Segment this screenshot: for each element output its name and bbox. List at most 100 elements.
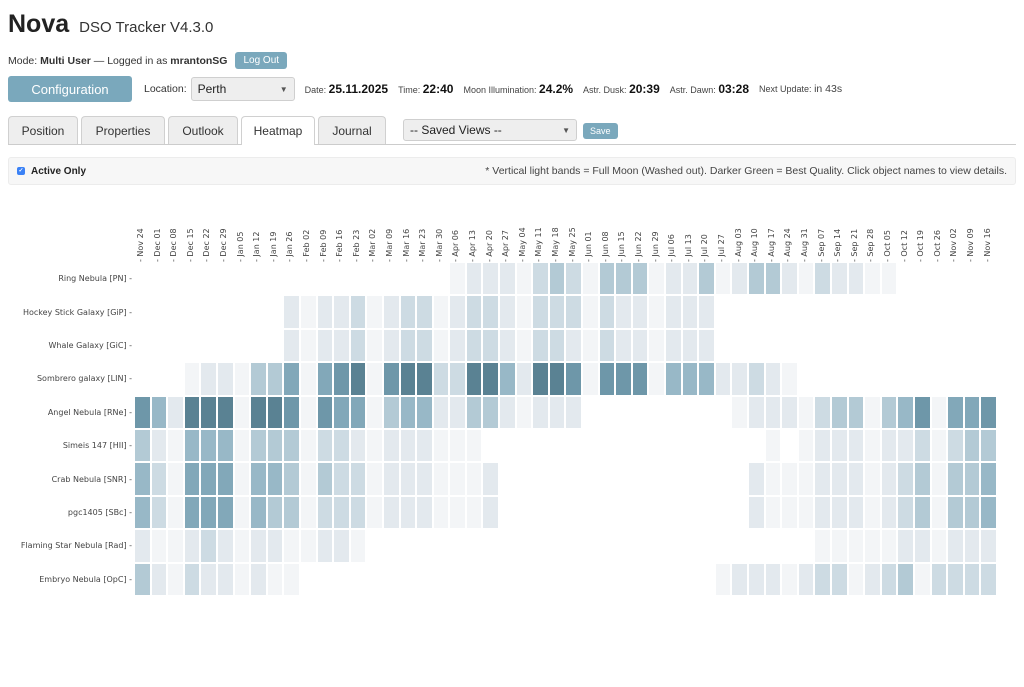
heatmap-cell[interactable] (598, 462, 616, 496)
heatmap-cell[interactable] (781, 428, 798, 463)
heatmap-cell[interactable] (266, 262, 284, 296)
heatmap-cell[interactable] (963, 462, 981, 496)
heatmap-cell[interactable] (233, 295, 251, 329)
heatmap-cell[interactable] (698, 295, 715, 329)
heatmap-cell[interactable] (465, 529, 483, 563)
heatmap-cell[interactable] (781, 362, 798, 396)
heatmap-cell[interactable] (200, 295, 217, 329)
heatmap-cell[interactable] (830, 495, 848, 530)
heatmap-cell[interactable] (731, 462, 748, 496)
heatmap-cell[interactable] (266, 328, 284, 363)
heatmap-cell[interactable] (830, 462, 848, 496)
heatmap-cell[interactable] (980, 495, 997, 530)
active-only-toggle[interactable]: ✓ Active Only (17, 166, 86, 177)
heatmap-cell[interactable] (814, 529, 831, 563)
heatmap-cell[interactable] (598, 428, 616, 463)
heatmap-cell[interactable] (880, 262, 898, 296)
heatmap-cell[interactable] (747, 462, 765, 496)
heatmap-cell[interactable] (266, 362, 284, 396)
heatmap-cell[interactable] (432, 295, 450, 329)
heatmap-cell[interactable] (681, 362, 699, 396)
heatmap-cell[interactable] (266, 562, 284, 596)
heatmap-cell[interactable] (598, 262, 616, 296)
heatmap-cell[interactable] (250, 562, 267, 596)
heatmap-cell[interactable] (714, 495, 732, 530)
logout-button[interactable]: Log Out (235, 52, 288, 69)
heatmap-cell[interactable] (615, 562, 632, 596)
heatmap-cell[interactable] (316, 395, 334, 429)
heatmap-cell[interactable] (864, 495, 881, 530)
heatmap-cell[interactable] (499, 395, 516, 429)
heatmap-cell[interactable] (814, 295, 831, 329)
heatmap-cell[interactable] (416, 295, 433, 329)
heatmap-cell[interactable] (615, 395, 632, 429)
heatmap-cell[interactable] (913, 295, 931, 329)
heatmap-cell[interactable] (665, 328, 682, 363)
heatmap-cell[interactable] (515, 462, 533, 496)
heatmap-cell[interactable] (582, 428, 599, 463)
heatmap-cell[interactable] (366, 262, 383, 296)
heatmap-cell[interactable] (864, 362, 881, 396)
heatmap-cell[interactable] (847, 395, 865, 429)
configuration-button[interactable]: Configuration (8, 76, 132, 102)
heatmap-cell[interactable] (681, 529, 699, 563)
heatmap-cell[interactable] (665, 395, 682, 429)
heatmap-cell[interactable] (250, 362, 267, 396)
heatmap-cell[interactable] (648, 295, 665, 329)
heatmap-cell[interactable] (449, 362, 466, 396)
heatmap-cell[interactable] (947, 495, 964, 530)
heatmap-cell[interactable] (913, 328, 931, 363)
heatmap-cell[interactable] (316, 462, 334, 496)
heatmap-cell[interactable] (615, 262, 632, 296)
heatmap-cell[interactable] (382, 395, 400, 429)
heatmap-cell[interactable] (167, 462, 184, 496)
heatmap-cell[interactable] (482, 428, 500, 463)
heatmap-cell[interactable] (980, 462, 997, 496)
heatmap-cell[interactable] (382, 529, 400, 563)
heatmap-cell[interactable] (233, 462, 251, 496)
heatmap-cell[interactable] (134, 262, 151, 296)
heatmap-cell[interactable] (598, 529, 616, 563)
heatmap-cell[interactable] (814, 428, 831, 463)
heatmap-cell[interactable] (482, 462, 500, 496)
heatmap-cell[interactable] (847, 295, 865, 329)
heatmap-cell[interactable] (515, 562, 533, 596)
heatmap-cell[interactable] (980, 395, 997, 429)
heatmap-cell[interactable] (465, 462, 483, 496)
heatmap-cell[interactable] (299, 362, 317, 396)
heatmap-cell[interactable] (714, 262, 732, 296)
heatmap-cell[interactable] (167, 328, 184, 363)
heatmap-cell[interactable] (432, 529, 450, 563)
heatmap-cell[interactable] (366, 395, 383, 429)
heatmap-cell[interactable] (200, 428, 217, 463)
heatmap-cell[interactable] (399, 262, 417, 296)
heatmap-cell[interactable] (316, 428, 334, 463)
heatmap-cell[interactable] (482, 362, 500, 396)
heatmap-cell[interactable] (283, 562, 300, 596)
heatmap-cell[interactable] (913, 362, 931, 396)
heatmap-cell[interactable] (582, 495, 599, 530)
heatmap-cell[interactable] (648, 529, 665, 563)
heatmap-cell[interactable] (665, 562, 682, 596)
heatmap-cell[interactable] (864, 295, 881, 329)
location-select[interactable]: Perth ▼ (190, 77, 295, 101)
heatmap-cell[interactable] (714, 462, 732, 496)
heatmap-cell[interactable] (167, 395, 184, 429)
heatmap-cell[interactable] (880, 529, 898, 563)
heatmap-cell[interactable] (648, 495, 665, 530)
heatmap-cell[interactable] (333, 462, 350, 496)
heatmap-cell[interactable] (582, 562, 599, 596)
heatmap-cell[interactable] (731, 562, 748, 596)
heatmap-cell[interactable] (963, 495, 981, 530)
heatmap-cell[interactable] (980, 562, 997, 596)
heatmap-cell[interactable] (897, 562, 914, 596)
heatmap-cell[interactable] (565, 495, 583, 530)
heatmap-cell[interactable] (349, 562, 367, 596)
heatmap-cell[interactable] (698, 395, 715, 429)
object-name-link[interactable]: pgc1405 [SBc] - (67, 507, 132, 517)
heatmap-cell[interactable] (449, 262, 466, 296)
tab-journal[interactable]: Journal (318, 116, 386, 144)
heatmap-cell[interactable] (714, 529, 732, 563)
heatmap-cell[interactable] (880, 428, 898, 463)
heatmap-cell[interactable] (797, 562, 815, 596)
